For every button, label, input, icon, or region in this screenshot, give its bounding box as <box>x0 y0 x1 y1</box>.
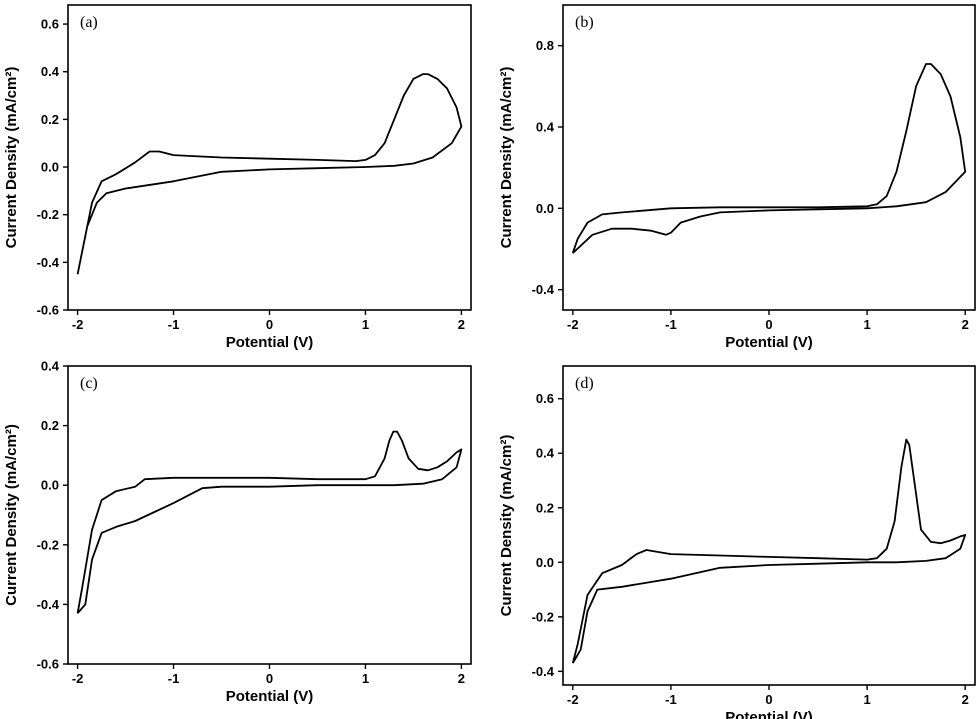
panel-a-y-tick-label: 0.6 <box>41 17 59 32</box>
panel-d-x-tick-label: 0 <box>765 692 772 707</box>
panel-b-plot-frame <box>562 4 976 311</box>
panel-a-y-tick-label: 0.0 <box>41 160 59 175</box>
panel-d-x-tick-label: -2 <box>567 692 579 707</box>
panel-a-plot-frame <box>67 4 472 311</box>
panel-b-y-tick-label: -0.4 <box>532 282 555 297</box>
panel-b-y-tick-label: 0.4 <box>536 120 555 135</box>
panel-b-x-tick-label: 1 <box>863 317 870 332</box>
panel-c-x-tick-label: 2 <box>458 671 465 686</box>
panel-c-y-tick-label: 0.4 <box>41 359 60 374</box>
panel-c-y-axis-title: Current Density (mA/cm²) <box>3 424 20 606</box>
panel-d-y-tick-label: 0.0 <box>536 555 554 570</box>
panel-d-y-tick-label: 0.2 <box>536 500 554 515</box>
panel-a-y-axis-title: Current Density (mA/cm²) <box>3 67 20 249</box>
panel-d-y-tick-label: 0.4 <box>536 446 555 461</box>
panel-d-x-tick-label: -1 <box>665 692 677 707</box>
panel-b-y-tick-label: 0.8 <box>536 38 554 53</box>
panel-c-cv-curve-0 <box>76 430 463 614</box>
panel-d-plot-frame <box>562 365 976 686</box>
panel-d-y-tick-label: -0.2 <box>532 609 554 624</box>
panel-a-y-tick-label: 0.2 <box>41 112 59 127</box>
panel-c-y-tick-label: -0.4 <box>37 597 60 612</box>
panel-d-y-tick-label: 0.6 <box>536 391 554 406</box>
panel-b-x-tick-label: -2 <box>567 317 579 332</box>
panel-c-y-tick-label: 0.2 <box>41 418 59 433</box>
panel-b: -2 -1 0 1 2 -0.4 0.0 0.4 0.8 Potential (V) Current… <box>498 4 976 351</box>
panel-d-cv-curve-0 <box>571 438 967 664</box>
panel-a-x-axis-title: Potential (V) <box>226 334 314 351</box>
panel-a-x-tick-label: 0 <box>266 317 273 332</box>
panel-b-label: (b) <box>575 14 594 31</box>
panel-b-x-tick-label: -1 <box>665 317 677 332</box>
panel-c-x-tick-label: 0 <box>266 671 273 686</box>
panel-d: -2 -1 0 1 2 -0.4 -0.2 0.0 0.2 0.4 0.6 Potential (V)… <box>498 365 976 719</box>
panel-b-y-axis-title: Current Density (mA/cm²) <box>498 67 515 249</box>
panel-d-y-tick-label: -0.4 <box>532 664 555 679</box>
panel-b-cv-curve-0 <box>571 63 967 254</box>
panel-b-x-tick-label: 2 <box>962 317 969 332</box>
panel-b-x-axis-title: Potential (V) <box>725 334 813 351</box>
panel-d-label: (d) <box>575 375 594 392</box>
panel-b-y-tick-label: 0.0 <box>536 201 554 216</box>
panel-d-y-axis-title: Current Density (mA/cm²) <box>498 435 515 617</box>
panel-d-x-tick-label: 2 <box>962 692 969 707</box>
panel-c-y-tick-label: -0.6 <box>37 657 59 672</box>
panel-a-x-tick-label: 1 <box>362 317 369 332</box>
panel-a-y-tick-label: -0.2 <box>37 207 59 222</box>
panel-c: -2 -1 0 1 2 -0.6 -0.4 -0.2 0.0 0.2 0.4 Potential (V… <box>3 359 472 705</box>
panel-b-x-tick-label: 0 <box>765 317 772 332</box>
panel-c-x-tick-label: -2 <box>72 671 84 686</box>
panel-c-label: (c) <box>80 375 98 392</box>
panel-a-x-tick-label: -1 <box>168 317 180 332</box>
panel-a-y-tick-label: -0.6 <box>37 303 59 318</box>
panel-a-y-tick-label: 0.4 <box>41 64 60 79</box>
panel-d-x-tick-label: 1 <box>863 692 870 707</box>
panel-d-x-axis-title: Potential (V) <box>725 709 813 719</box>
panel-c-plot-frame <box>67 365 472 665</box>
panel-a: -2 -1 0 1 2 -0.6 -0.4 -0.2 0.0 0.2 0.4 0.6 Potential… <box>3 4 472 351</box>
panel-c-y-tick-label: -0.2 <box>37 537 59 552</box>
panel-c-x-tick-label: -1 <box>168 671 180 686</box>
panel-a-cv-curve-0 <box>76 73 463 275</box>
panel-a-x-tick-label: 2 <box>458 317 465 332</box>
panel-c-y-tick-label: 0.0 <box>41 478 59 493</box>
panel-a-y-tick-label: -0.4 <box>37 255 60 270</box>
panel-c-x-tick-label: 1 <box>362 671 369 686</box>
panel-c-x-axis-title: Potential (V) <box>226 688 314 705</box>
panel-a-label: (a) <box>80 14 98 31</box>
panel-a-x-tick-label: -2 <box>72 317 84 332</box>
